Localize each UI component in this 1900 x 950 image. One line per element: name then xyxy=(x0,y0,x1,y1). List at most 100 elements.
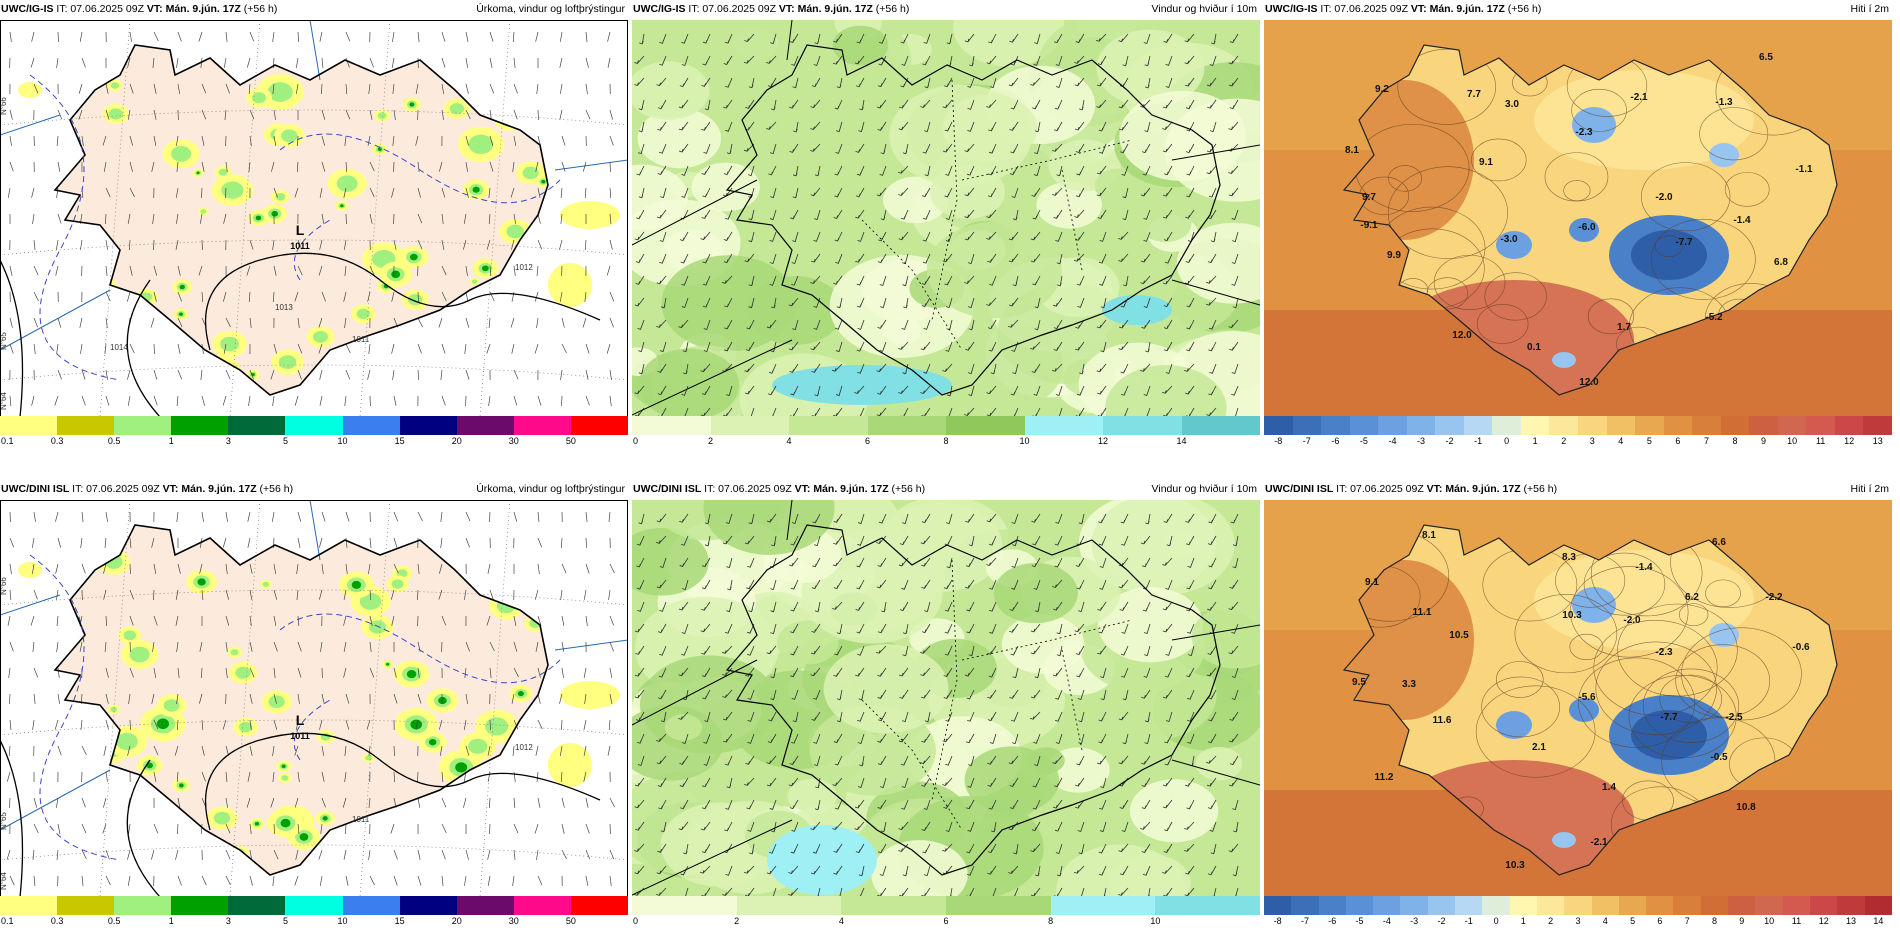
colorbar-tick: 10 xyxy=(1764,916,1775,926)
colorbar-tick: 4 xyxy=(786,436,792,446)
colorbar-segment xyxy=(632,896,737,915)
panel-header: UWC/IG-IS IT: 07.06.2025 09Z VT: Mán. 9.… xyxy=(632,0,1260,20)
precip-area xyxy=(218,168,228,176)
warm-area xyxy=(1344,80,1474,240)
temperature-value: -1.1 xyxy=(1795,164,1813,175)
district-borders xyxy=(861,79,1133,351)
temperature-value: 8.3 xyxy=(1562,552,1576,563)
dashed-contours xyxy=(29,74,561,381)
colorbar-segment xyxy=(228,896,286,915)
temperature-value: 9.2 xyxy=(1375,84,1389,95)
colorbar-segment xyxy=(789,416,868,435)
colorbar-segment xyxy=(1024,416,1103,435)
colorbar-segment xyxy=(1591,896,1619,915)
model-name: UWC/IG-IS xyxy=(1,3,54,15)
cold-area xyxy=(1631,230,1707,280)
precip-core xyxy=(455,762,468,773)
precip-core xyxy=(280,818,291,828)
precip-core xyxy=(178,312,183,316)
temperature-value: -2.1 xyxy=(1590,837,1608,848)
temperature-value: 11.1 xyxy=(1413,607,1432,618)
coastline xyxy=(725,524,1221,876)
colorbar-segment xyxy=(342,896,400,915)
colorbar-tick: 7 xyxy=(1684,916,1690,926)
colorbar-segment xyxy=(1578,416,1607,435)
temperature-value: -2.3 xyxy=(1655,647,1673,658)
colorbar xyxy=(1264,896,1892,915)
speed-patch xyxy=(871,840,968,897)
temperature-value: 6.8 xyxy=(1774,257,1788,268)
colorbar-tick: 8 xyxy=(1732,436,1738,446)
panel-header: UWC/DINI ISL IT: 07.06.2025 09Z VT: Mán.… xyxy=(0,480,628,500)
colorbar-tick: -7 xyxy=(1302,436,1311,446)
colorbar-segment xyxy=(1321,416,1350,435)
colorbar-segment xyxy=(736,896,842,915)
colorbar-tick: -2 xyxy=(1445,436,1454,446)
map-svg: 8.1 6.6 9.1 8.3 -1.4 11.1 10.5 10.3 -2.0 6.2 -2.2 9… xyxy=(1264,500,1892,897)
precip-area xyxy=(268,695,285,709)
colorbar-segment xyxy=(1463,416,1493,435)
colorbar-tick: 2 xyxy=(1548,916,1554,926)
colorbar-segment xyxy=(1455,896,1483,915)
colorbar-tick: 3 xyxy=(225,436,231,446)
precip-area xyxy=(238,721,253,733)
colorbar-segment xyxy=(1349,416,1379,435)
precip-area xyxy=(471,279,478,284)
colorbar-tick: 4 xyxy=(1618,436,1624,446)
coastline xyxy=(1342,524,1838,876)
colorbar-tick: 11 xyxy=(1815,436,1826,446)
colorbar-tick: 20 xyxy=(451,436,462,446)
colorbar-segment xyxy=(1618,896,1647,915)
colorbar-tick: 12 xyxy=(1844,436,1855,446)
precip-area xyxy=(110,706,117,712)
colorbar-segment xyxy=(1700,896,1729,915)
speed-patch xyxy=(1056,844,1186,897)
speed-patch xyxy=(1191,604,1260,669)
precip-core xyxy=(472,186,480,193)
precip-core xyxy=(438,696,447,705)
temperature-value: -6.0 xyxy=(1578,222,1596,233)
speed-patch xyxy=(1095,168,1142,203)
map-svg xyxy=(632,500,1260,897)
colorbar-segment xyxy=(1400,896,1428,915)
colorbar-tick: 8 xyxy=(1048,916,1054,926)
low-pressure-value: 1011 xyxy=(290,241,310,251)
speed-patch xyxy=(1057,804,1102,836)
precip-area xyxy=(449,103,465,115)
precip-area xyxy=(365,755,373,761)
colorbar-segment xyxy=(513,416,571,435)
precip-core xyxy=(322,816,328,821)
precip-core xyxy=(281,764,286,768)
colorbar-segment xyxy=(399,896,457,915)
cold-area xyxy=(1552,832,1576,848)
coastline xyxy=(1342,44,1838,396)
colorbar-tick: 0.5 xyxy=(107,916,121,926)
colorbar-segment xyxy=(1264,416,1293,435)
precip-area xyxy=(235,666,251,679)
valid-time: VT: Mán. 9.jún. 17Z xyxy=(1410,3,1505,15)
colorbar-tick: 6 xyxy=(1675,436,1681,446)
precip-area xyxy=(220,336,239,352)
colorbar-ticks: -8 -7 -6 -5 -4 -3 -2 -1 0 1 2 3 4 5 6 7 8 9 10 11 12 13 xyxy=(1264,436,1892,450)
colorbar-tick: 1 xyxy=(1532,436,1538,446)
colorbar-segment xyxy=(1291,896,1319,915)
colorbar-tick: 15 xyxy=(394,436,405,446)
cold-area xyxy=(1709,143,1739,167)
colorbar-tick: 13 xyxy=(1846,916,1857,926)
colorbar-tick: 2 xyxy=(1561,436,1567,446)
cold-area xyxy=(1496,711,1532,739)
warm-area xyxy=(1344,560,1474,720)
coastline xyxy=(725,44,1221,396)
precip-area xyxy=(548,263,592,307)
temperature-value: -5.6 xyxy=(1578,692,1596,703)
speed-patch xyxy=(889,84,1032,187)
wind-arrows xyxy=(634,33,1239,417)
colorbar-segment xyxy=(1749,416,1778,435)
colorbar-segment xyxy=(342,416,400,435)
speed-patch xyxy=(1091,500,1235,596)
model-name: UWC/DINI ISL xyxy=(633,483,702,495)
precip-area xyxy=(506,224,524,239)
colorbar-tick: -4 xyxy=(1388,436,1397,446)
map-area: 9.2 7.7 3.0 -2.1 -1.3 6.5 8.1 -2.3 9.1 -1.1 9.7 -2.… xyxy=(1264,20,1892,417)
colorbar-segment xyxy=(1536,896,1565,915)
